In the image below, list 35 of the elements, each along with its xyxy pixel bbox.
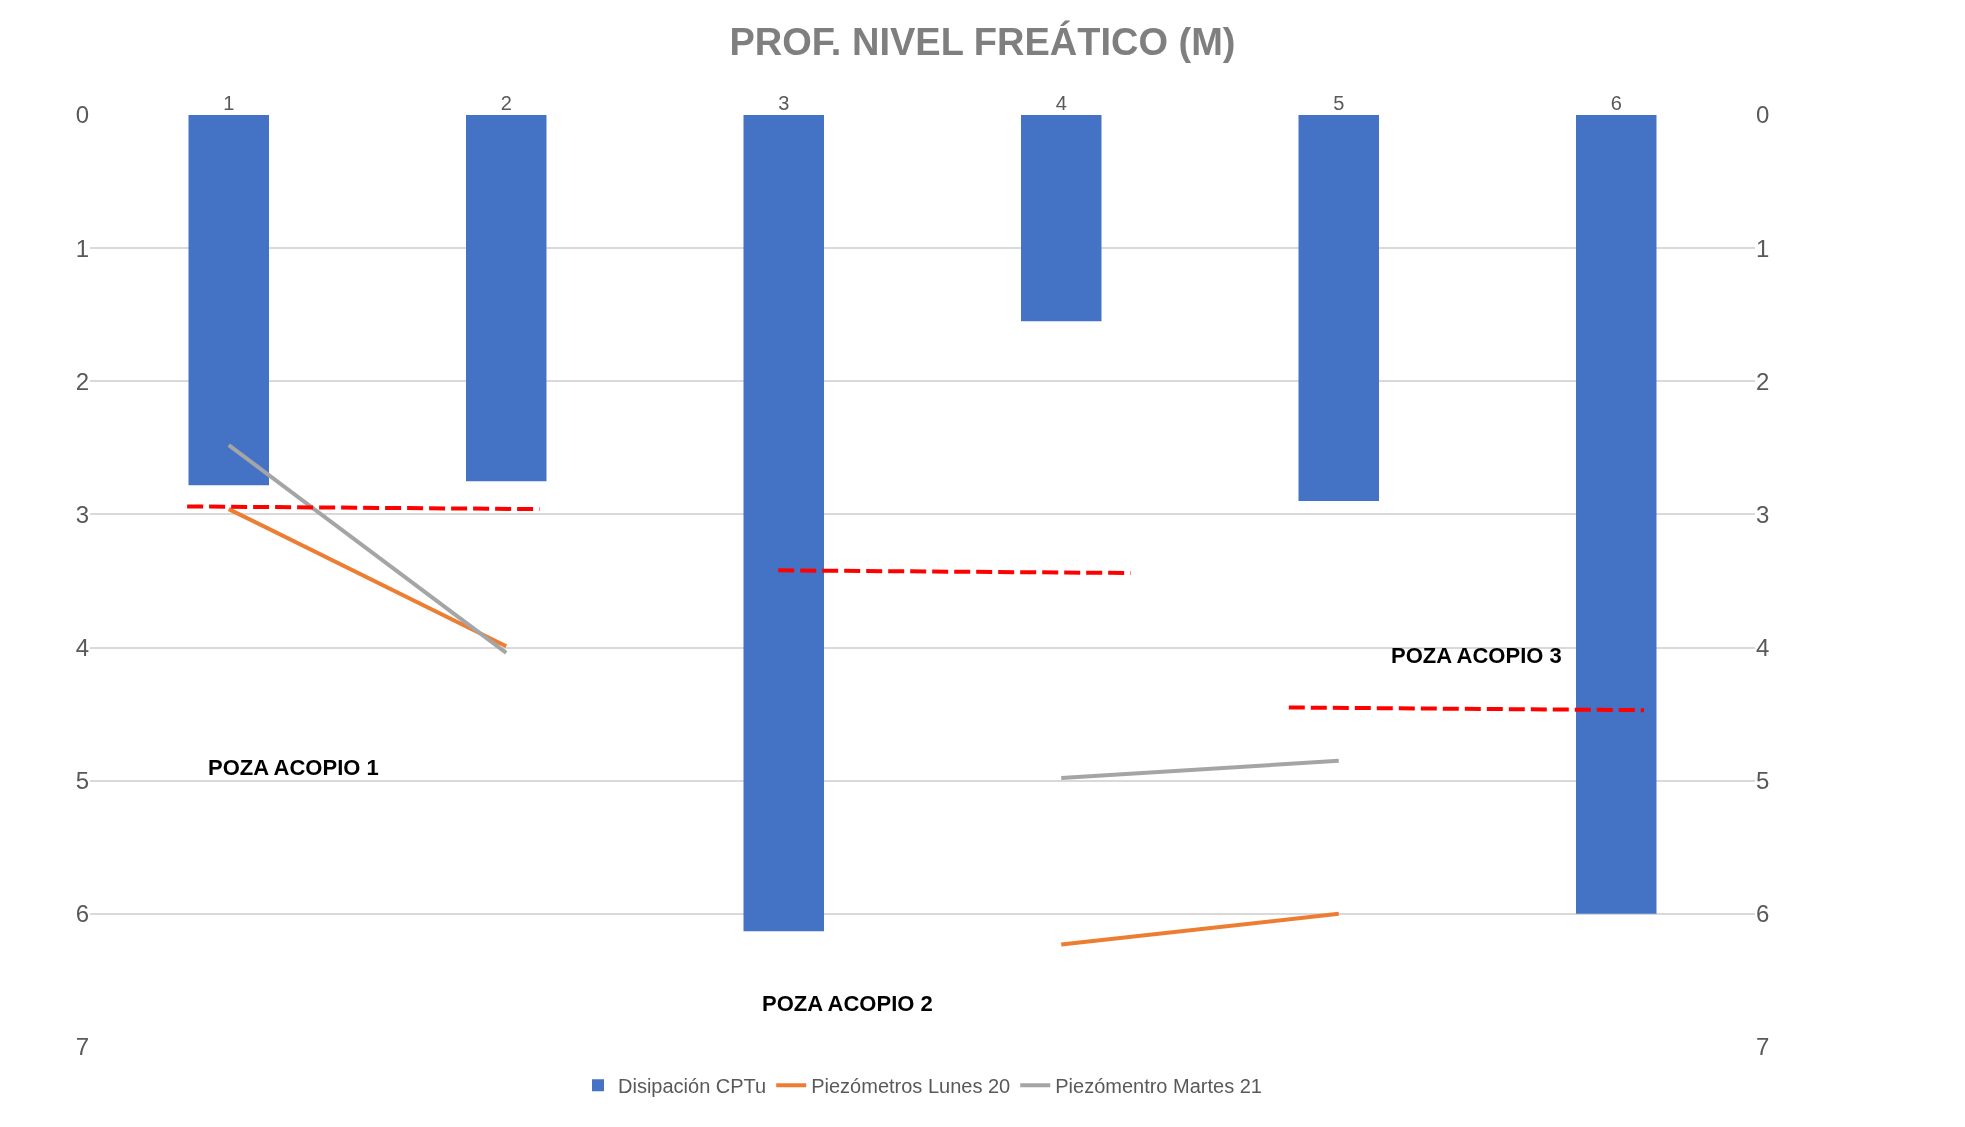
bar [188,115,269,486]
y-tick-label: 0 [75,101,89,129]
legend-label: Piezómentro Martes 21 [1055,1074,1262,1097]
bar [1298,115,1379,502]
y-tick-label: 4 [75,633,89,661]
y2-tick-label: 4 [1756,633,1770,661]
y2-tick-label: 3 [1756,500,1770,528]
y-tick-label: 5 [75,767,89,795]
y-tick-label: 6 [75,900,89,928]
bar [1021,115,1102,322]
bar [743,115,824,932]
annotation: POZA ACOPIO 3 [1391,643,1562,668]
x-tick-label: 2 [500,92,512,114]
bar [466,115,547,482]
y-tick-label: 2 [75,367,89,395]
y2-tick-label: 1 [1756,234,1770,262]
x-tick-label: 1 [223,92,235,114]
x-tick-label: 5 [1333,92,1345,114]
legend-label: Piezómetros Lunes 20 [811,1074,1011,1097]
annotation: POZA ACOPIO 2 [762,991,933,1016]
x-tick-label: 4 [1055,92,1067,114]
legend-label: Disipación CPTu [618,1074,767,1097]
y2-tick-label: 5 [1756,767,1770,795]
y-tick-label: 3 [75,500,89,528]
annotation: POZA ACOPIO 1 [208,755,379,780]
bar [1576,115,1657,914]
y-tick-label: 1 [75,234,89,262]
y2-tick-label: 7 [1756,1033,1770,1061]
chart-title: PROF. NIVEL FREÁTICO (M) [729,19,1236,63]
y2-tick-label: 0 [1756,101,1770,129]
y2-tick-label: 2 [1756,367,1770,395]
x-tick-label: 6 [1610,92,1622,114]
y-tick-label: 7 [75,1033,89,1061]
y2-tick-label: 6 [1756,900,1770,928]
x-tick-label: 3 [778,92,790,114]
